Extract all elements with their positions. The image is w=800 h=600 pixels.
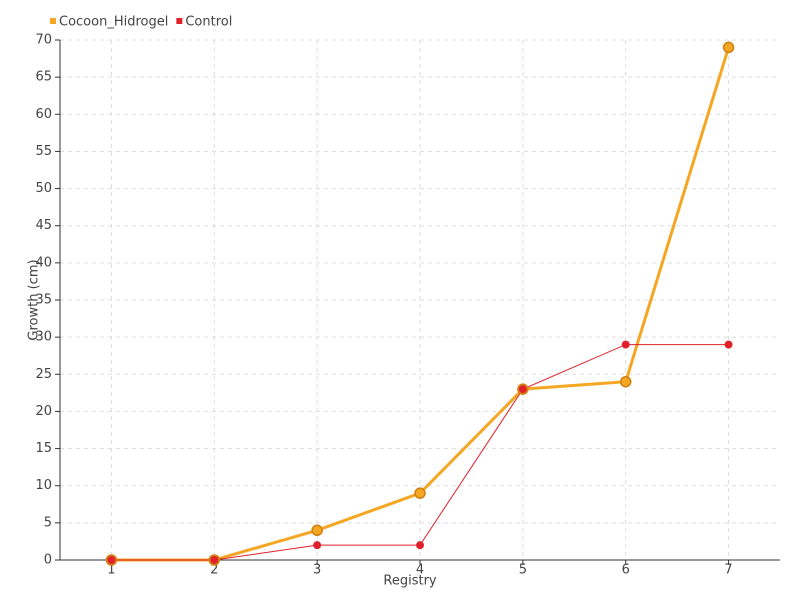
y-tick-label: 55: [35, 144, 52, 159]
point: [621, 340, 630, 349]
y-tick-label: 5: [44, 515, 52, 530]
x-axis-label: Registry: [383, 574, 437, 589]
legend-swatch: [176, 18, 183, 24]
point: [518, 385, 527, 394]
x-tick-label: 7: [724, 563, 732, 578]
x-tick-label: 1: [107, 563, 115, 578]
y-tick-label: 65: [35, 70, 52, 85]
point: [416, 541, 424, 550]
x-tick-label: 6: [622, 563, 630, 578]
y-tick-label: 40: [35, 255, 52, 270]
y-tick-label: 70: [35, 33, 52, 48]
y-tick-label: 0: [44, 553, 52, 568]
y-tick-label: 35: [35, 293, 52, 308]
point: [210, 556, 219, 564]
y-tick-label: 10: [35, 478, 52, 493]
point: [107, 556, 116, 564]
point: [414, 487, 426, 499]
y-tick-label: 50: [35, 181, 52, 196]
point: [724, 340, 733, 349]
y-axis-label: Growth (cm): [27, 259, 42, 340]
legend-label: Cocoon_Hidrogel: [59, 15, 168, 30]
point: [619, 375, 632, 388]
x-tick-label: 3: [313, 563, 321, 578]
legend-label: Control: [185, 15, 232, 30]
y-tick-label: 60: [35, 107, 52, 122]
point: [722, 41, 735, 54]
point: [311, 524, 323, 537]
x-tick-label: 5: [519, 563, 527, 578]
point: [313, 541, 322, 550]
y-tick-label: 20: [35, 404, 52, 419]
y-tick-label: 30: [35, 330, 52, 345]
y-tick-label: 15: [35, 441, 52, 456]
x-tick-label: 4: [416, 563, 424, 578]
x-tick-label: 2: [210, 563, 218, 578]
legend-swatch: [50, 18, 56, 24]
y-tick-label: 45: [35, 218, 52, 233]
y-tick-label: 25: [35, 367, 52, 382]
